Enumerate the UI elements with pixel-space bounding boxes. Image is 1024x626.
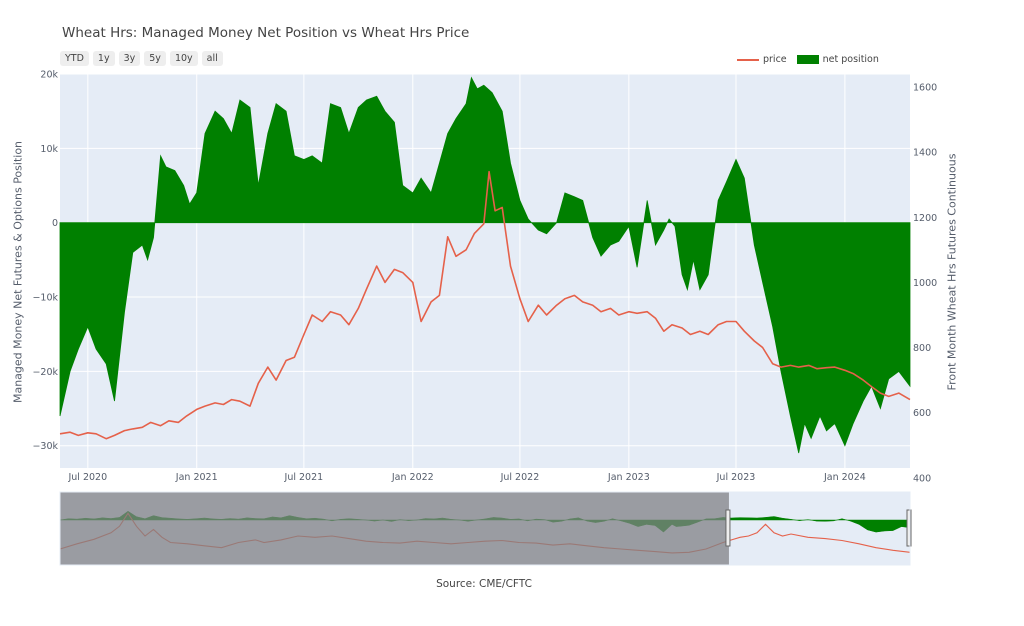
range-button-1y[interactable]: 1y [92, 51, 115, 66]
x-tick-label: Jul 2022 [500, 472, 540, 483]
y-right-tick-label: 600 [913, 408, 931, 419]
y-left-axis-ticks: 20k 10k 0 −10k −20k −30k [32, 70, 58, 453]
y-right-axis-ticks: 1600 1400 1200 1000 800 600 400 [913, 83, 937, 485]
range-selector: YTD 1y 3y 5y 10y all [60, 51, 223, 66]
legend-net-label: net position [822, 54, 879, 65]
y-left-tick-label: 0 [52, 218, 58, 229]
y-left-tick-label: 20k [40, 70, 58, 81]
range-button-ytd[interactable]: YTD [60, 51, 89, 66]
slider-border [59, 491, 911, 566]
y-left-tick-label: −30k [32, 441, 58, 452]
price-line-swatch [737, 58, 759, 61]
x-tick-label: Jan 2023 [607, 472, 650, 483]
range-button-10y[interactable]: 10y [169, 51, 198, 66]
legend-item-net-position[interactable]: net position [796, 54, 879, 65]
slider-mask-outside-window [60, 492, 729, 565]
price-series [59, 170, 911, 440]
y-left-tick-label: −10k [32, 293, 58, 304]
net-position-area [59, 76, 911, 454]
y-right-tick-label: 1600 [913, 83, 937, 94]
x-tick-label: Jan 2021 [175, 472, 218, 483]
y-right-tick-label: 400 [913, 473, 931, 484]
y-left-tick-label: 10k [40, 144, 58, 155]
slider-handle-left[interactable] [725, 509, 731, 547]
legend: price net position [737, 54, 889, 65]
y-right-tick-label: 1200 [913, 213, 937, 224]
net-position-fill [59, 76, 911, 454]
price-line [59, 170, 911, 440]
range-slider [59, 491, 912, 566]
x-tick-label: Jan 2024 [823, 472, 866, 483]
x-tick-label: Jul 2020 [67, 472, 107, 483]
y-right-tick-label: 1000 [913, 278, 937, 289]
source-note: Source: CME/CFTC [436, 578, 532, 590]
slider-handle-right[interactable] [906, 509, 912, 547]
range-button-all[interactable]: all [201, 51, 223, 66]
x-tick-label: Jul 2021 [284, 472, 324, 483]
legend-price-label: price [763, 54, 787, 65]
y-right-tick-label: 1400 [913, 148, 937, 159]
legend-item-price[interactable]: price [737, 54, 787, 65]
range-button-5y[interactable]: 5y [144, 51, 166, 66]
y-left-tick-label: −20k [32, 367, 58, 378]
x-tick-label: Jan 2022 [391, 472, 434, 483]
chart-title: Wheat Hrs: Managed Money Net Position vs… [62, 25, 470, 41]
y-right-tick-label: 800 [913, 343, 931, 354]
net-position-fill-swatch [796, 55, 819, 64]
x-tick-label: Jul 2023 [716, 472, 756, 483]
range-button-3y[interactable]: 3y [118, 51, 141, 66]
x-axis-ticks: Jul 2020 Jan 2021 Jul 2021 Jan 2022 Jul 2022… [67, 472, 865, 483]
